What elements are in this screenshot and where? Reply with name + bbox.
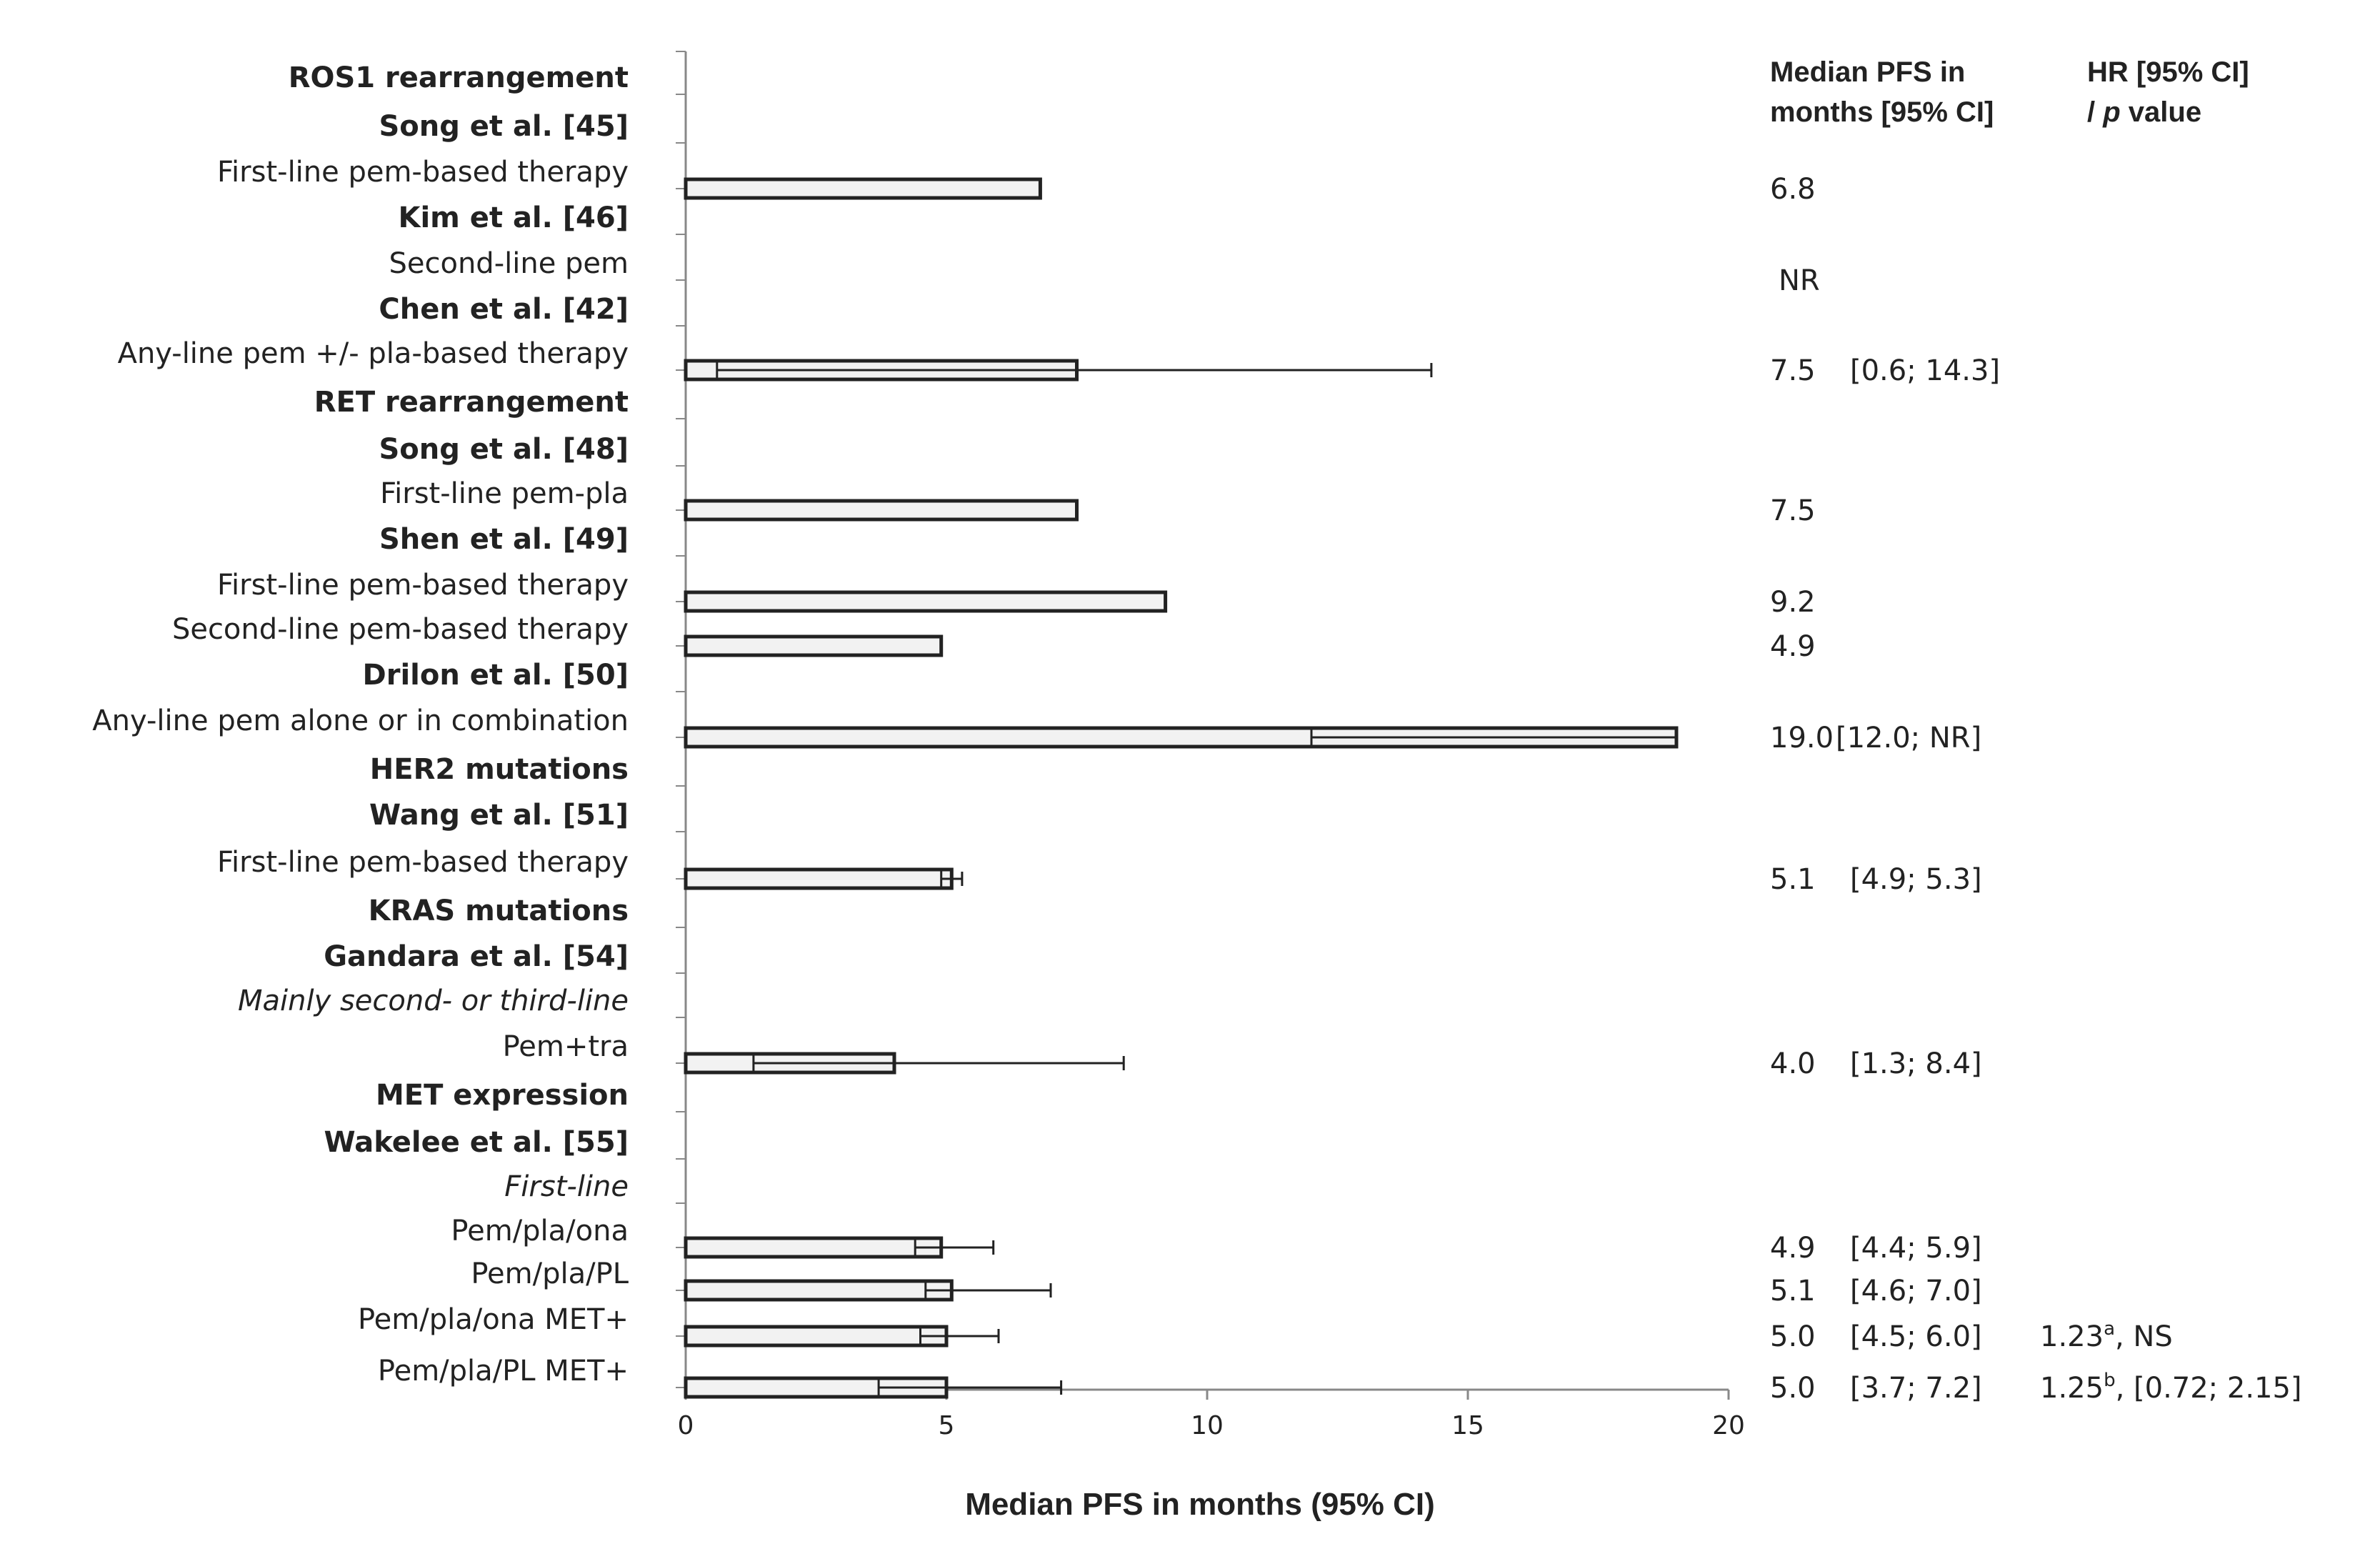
ci-value: [12.0; NR]	[1836, 722, 1981, 754]
ci-value: [3.7; 7.2]	[1850, 1372, 1982, 1405]
bar	[684, 1279, 954, 1302]
column-headers: Median PFS in months [95% CI] HR [95% CI] /…	[1770, 56, 2249, 128]
pfs-column-header: Median PFS in	[1770, 56, 1965, 88]
x-tick-label: 5	[939, 1411, 955, 1440]
pfs-column-header: months [95% CI]	[1770, 96, 1994, 128]
bar	[684, 499, 1079, 522]
row-label: First-line pem-pla	[380, 477, 629, 510]
row-label: Song et al. [45]	[379, 110, 629, 143]
row-label: Drilon et al. [50]	[363, 659, 629, 692]
row-label: First-line pem-based therapy	[217, 846, 629, 879]
ci-value: [0.6; 14.3]	[1850, 354, 2000, 387]
median-pfs-value: 4.9	[1770, 1232, 1816, 1265]
bar	[684, 1236, 944, 1259]
row-label: Any-line pem +/- pla-based therapy	[118, 337, 629, 370]
row-label: Gandara et al. [54]	[324, 940, 629, 973]
row-label: MET expression	[376, 1079, 629, 1112]
median-pfs-value: 5.0	[1770, 1372, 1816, 1405]
ci-value: [1.3; 8.4]	[1850, 1047, 1982, 1080]
row-label: Chen et al. [42]	[379, 293, 629, 326]
hr-value: 1.23a, NS	[2040, 1318, 2173, 1353]
row-label: Pem/pla/ona MET+	[358, 1303, 629, 1336]
bar	[684, 1325, 949, 1348]
hr-column-header: / p value	[2087, 96, 2201, 128]
row-label: Second-line pem-based therapy	[172, 613, 629, 646]
row-label: Mainly second- or third-line	[238, 985, 629, 1017]
row-label: RET rearrangement	[314, 386, 629, 419]
row-label: Pem/pla/ona	[451, 1215, 629, 1247]
row-label: Second-line pem	[389, 247, 629, 280]
value-column: 6.8 NR 7.5 [0.6; 14.3] 7.5 9.2 4.9 19.0 [12.0; N…	[1770, 173, 2302, 1405]
row-labels: ROS1 rearrangement Song et al. [45] First-…	[92, 61, 629, 1388]
median-pfs-value: 6.8	[1770, 173, 1816, 206]
ci-value: [4.9; 5.3]	[1850, 863, 1982, 896]
bar	[684, 590, 1168, 613]
median-pfs-value: NR	[1779, 264, 1820, 297]
median-pfs-value: 4.9	[1770, 630, 1816, 663]
row-label: Kim et al. [46]	[398, 201, 629, 234]
row-label: Wakelee et al. [55]	[324, 1126, 629, 1159]
row-label: Pem+tra	[503, 1030, 629, 1063]
median-pfs-value: 4.0	[1770, 1047, 1816, 1080]
median-pfs-value: 5.0	[1770, 1320, 1816, 1353]
row-label: First-line pem-based therapy	[217, 156, 629, 189]
median-pfs-value: 9.2	[1770, 586, 1816, 619]
row-label: Pem/pla/PL MET+	[378, 1355, 629, 1388]
hr-column-header: HR [95% CI]	[2087, 56, 2249, 88]
row-label: First-line pem-based therapy	[217, 569, 629, 602]
hr-value: 1.25b, [0.72; 2.15]	[2040, 1370, 2302, 1405]
bar	[684, 634, 944, 657]
row-label: Any-line pem alone or in combination	[92, 704, 629, 737]
bar	[684, 177, 1042, 200]
bar	[684, 867, 954, 890]
ci-value: [4.4; 5.9]	[1850, 1232, 1982, 1265]
median-pfs-value: 19.0	[1770, 722, 1834, 754]
median-pfs-value: 5.1	[1770, 1275, 1816, 1308]
x-tick-label: 0	[678, 1411, 694, 1440]
ci-value: [4.5; 6.0]	[1850, 1320, 1982, 1353]
row-label: Shen et al. [49]	[379, 523, 629, 556]
x-tick-label: 15	[1451, 1411, 1484, 1440]
x-tick-label: 20	[1712, 1411, 1745, 1440]
row-label: KRAS mutations	[369, 895, 629, 927]
row-label: ROS1 rearrangement	[289, 61, 629, 94]
row-label: Song et al. [48]	[379, 433, 629, 466]
row-label: Pem/pla/PL	[471, 1257, 629, 1290]
x-tick-label: 10	[1191, 1411, 1224, 1440]
ci-value: [4.6; 7.0]	[1850, 1275, 1982, 1308]
row-label: Wang et al. [51]	[369, 799, 629, 832]
row-label: HER2 mutations	[370, 753, 629, 786]
bars-group	[684, 177, 1679, 1399]
median-pfs-value: 7.5	[1770, 494, 1816, 527]
row-label: First-line	[504, 1170, 629, 1203]
x-axis-title: Median PFS in months (95% CI)	[965, 1487, 1435, 1522]
median-pfs-value: 7.5	[1770, 354, 1816, 387]
median-pfs-value: 5.1	[1770, 863, 1816, 896]
